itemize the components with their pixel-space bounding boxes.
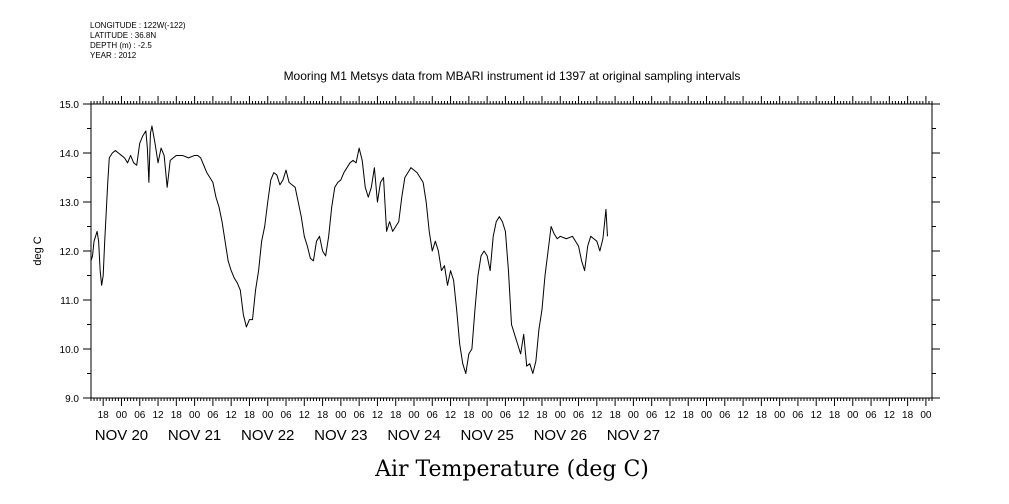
tick-labels: 9.0 10.0 11.0 12.0 13.0 14.0 15.0 18 00 06 12 18 00 0…	[60, 100, 932, 444]
longitude-text: LONGITUDE : 122W(-122)	[90, 21, 186, 30]
x-hour-label: 00	[920, 410, 932, 421]
x-hour-label: 18	[390, 410, 402, 421]
x-hour-label: 06	[207, 410, 219, 421]
x-hour-label: 00	[555, 410, 567, 421]
y-axis-label: deg C	[32, 236, 44, 265]
x-hour-label: 12	[664, 410, 676, 421]
axis-ticks	[83, 96, 940, 406]
y-tick-label: 12.0	[60, 247, 80, 258]
x-hour-label: 18	[244, 410, 256, 421]
x-day-label: NOV 27	[607, 427, 660, 444]
depth-text: DEPTH (m) : -2.5	[90, 41, 152, 50]
x-hour-label: 00	[774, 410, 786, 421]
x-hour-label: 00	[628, 410, 640, 421]
x-hour-label: 00	[482, 410, 494, 421]
x-hour-label: 00	[189, 410, 201, 421]
x-day-label: NOV 23	[314, 427, 367, 444]
x-hour-label: 06	[792, 410, 804, 421]
x-hour-label: 12	[591, 410, 603, 421]
x-hour-label: 00	[262, 410, 274, 421]
y-tick-label: 9.0	[65, 394, 79, 405]
x-day-label: NOV 20	[95, 427, 148, 444]
x-hour-label: 06	[573, 410, 585, 421]
x-hour-label: 06	[500, 410, 512, 421]
x-hour-label: 18	[610, 410, 622, 421]
x-hour-label: 18	[536, 410, 548, 421]
x-day-label: NOV 24	[387, 427, 440, 444]
x-hour-label: 12	[372, 410, 384, 421]
y-tick-label: 13.0	[60, 198, 80, 209]
x-hour-label: 18	[317, 410, 329, 421]
x-hour-label: 06	[354, 410, 366, 421]
air-temperature-series-line	[90, 125, 608, 374]
x-hour-label: 12	[152, 410, 164, 421]
y-tick-label: 10.0	[60, 345, 80, 356]
x-hour-label: 06	[134, 410, 146, 421]
series-layer	[90, 125, 608, 374]
latitude-text: LATITUDE : 36.8N	[90, 31, 157, 40]
x-hour-label: 12	[226, 410, 238, 421]
year-text: YEAR : 2012	[90, 51, 137, 60]
x-hour-label: 18	[902, 410, 914, 421]
plot-frame	[90, 103, 933, 399]
x-day-label: NOV 26	[534, 427, 587, 444]
x-hour-label: 00	[408, 410, 420, 421]
station-metadata: LONGITUDE : 122W(-122) LATITUDE : 36.8N …	[90, 21, 186, 61]
x-hour-label: 00	[701, 410, 713, 421]
x-hour-label: 00	[116, 410, 128, 421]
x-day-label: NOV 22	[241, 427, 294, 444]
x-hour-label: 12	[884, 410, 896, 421]
x-day-label: NOV 25	[460, 427, 513, 444]
x-hour-label: 06	[646, 410, 658, 421]
x-axis-label: Air Temperature (deg C)	[374, 457, 649, 482]
x-hour-label: 12	[445, 410, 457, 421]
x-hour-label: 06	[280, 410, 292, 421]
x-hour-label: 00	[847, 410, 859, 421]
x-hour-label: 06	[427, 410, 439, 421]
chart-title: Mooring M1 Metsys data from MBARI instru…	[284, 69, 741, 83]
x-hour-label: 18	[171, 410, 183, 421]
x-hour-label: 18	[683, 410, 695, 421]
x-hour-label: 06	[865, 410, 877, 421]
x-hour-label: 12	[299, 410, 311, 421]
x-hour-label: 12	[518, 410, 530, 421]
y-tick-label: 14.0	[60, 149, 80, 160]
y-tick-label: 15.0	[60, 100, 80, 111]
x-hour-label: 18	[829, 410, 841, 421]
x-hour-label: 00	[335, 410, 347, 421]
x-hour-label: 18	[463, 410, 475, 421]
x-hour-label: 12	[738, 410, 750, 421]
x-hour-label: 12	[811, 410, 823, 421]
x-hour-label: 18	[98, 410, 110, 421]
x-day-label: NOV 21	[168, 427, 221, 444]
y-tick-label: 11.0	[60, 296, 79, 307]
x-hour-label: 18	[756, 410, 768, 421]
x-hour-label: 06	[719, 410, 731, 421]
